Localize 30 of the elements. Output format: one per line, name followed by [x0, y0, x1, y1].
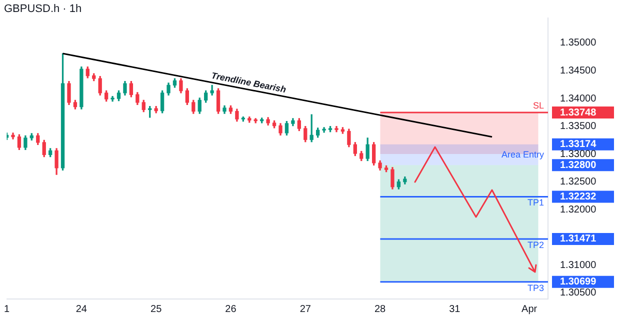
y-tick-label: 1.33748 — [560, 107, 597, 118]
ref-line-label: TP3 — [527, 282, 544, 293]
y-tick-label: 1.30699 — [560, 276, 597, 288]
y-tick-label: 1.32000 — [560, 204, 597, 216]
x-tick-label: 1 — [4, 304, 10, 315]
ref-line-label: TP2 — [527, 240, 544, 250]
y-tick-label: 1.30500 — [560, 288, 597, 299]
x-tick-label: 28 — [374, 304, 386, 315]
x-tick-label: 24 — [76, 304, 88, 315]
y-tick-label: 1.32232 — [560, 191, 597, 202]
annotation: Trendline Bearish — [210, 70, 288, 95]
band-label: Area Entry — [501, 149, 544, 160]
y-tick-label: 1.33174 — [560, 139, 597, 150]
y-tick-label: 1.31000 — [560, 260, 597, 271]
chart-title: GBPUSD.h · 1h — [4, 3, 82, 15]
y-tick-label: 1.32800 — [560, 160, 597, 171]
y-tick-label: 1.34000 — [560, 93, 597, 104]
y-tick-label: 1.31471 — [560, 234, 597, 245]
x-tick-label: 25 — [150, 304, 162, 315]
x-tick-label: 31 — [449, 304, 461, 315]
x-tick-label: 27 — [300, 304, 312, 315]
y-tick-label: 1.33500 — [560, 121, 597, 132]
x-tick-label: Apr — [522, 304, 538, 315]
y-tick-label: 1.33000 — [560, 148, 597, 160]
ref-line-label: SL — [532, 100, 544, 111]
y-tick-label: 1.35000 — [560, 38, 597, 49]
y-tick-label: 1.32500 — [560, 176, 597, 188]
y-tick-label: 1.34500 — [560, 66, 597, 77]
ref-line-label: TP1 — [527, 198, 544, 208]
x-tick-label: 26 — [225, 304, 237, 315]
